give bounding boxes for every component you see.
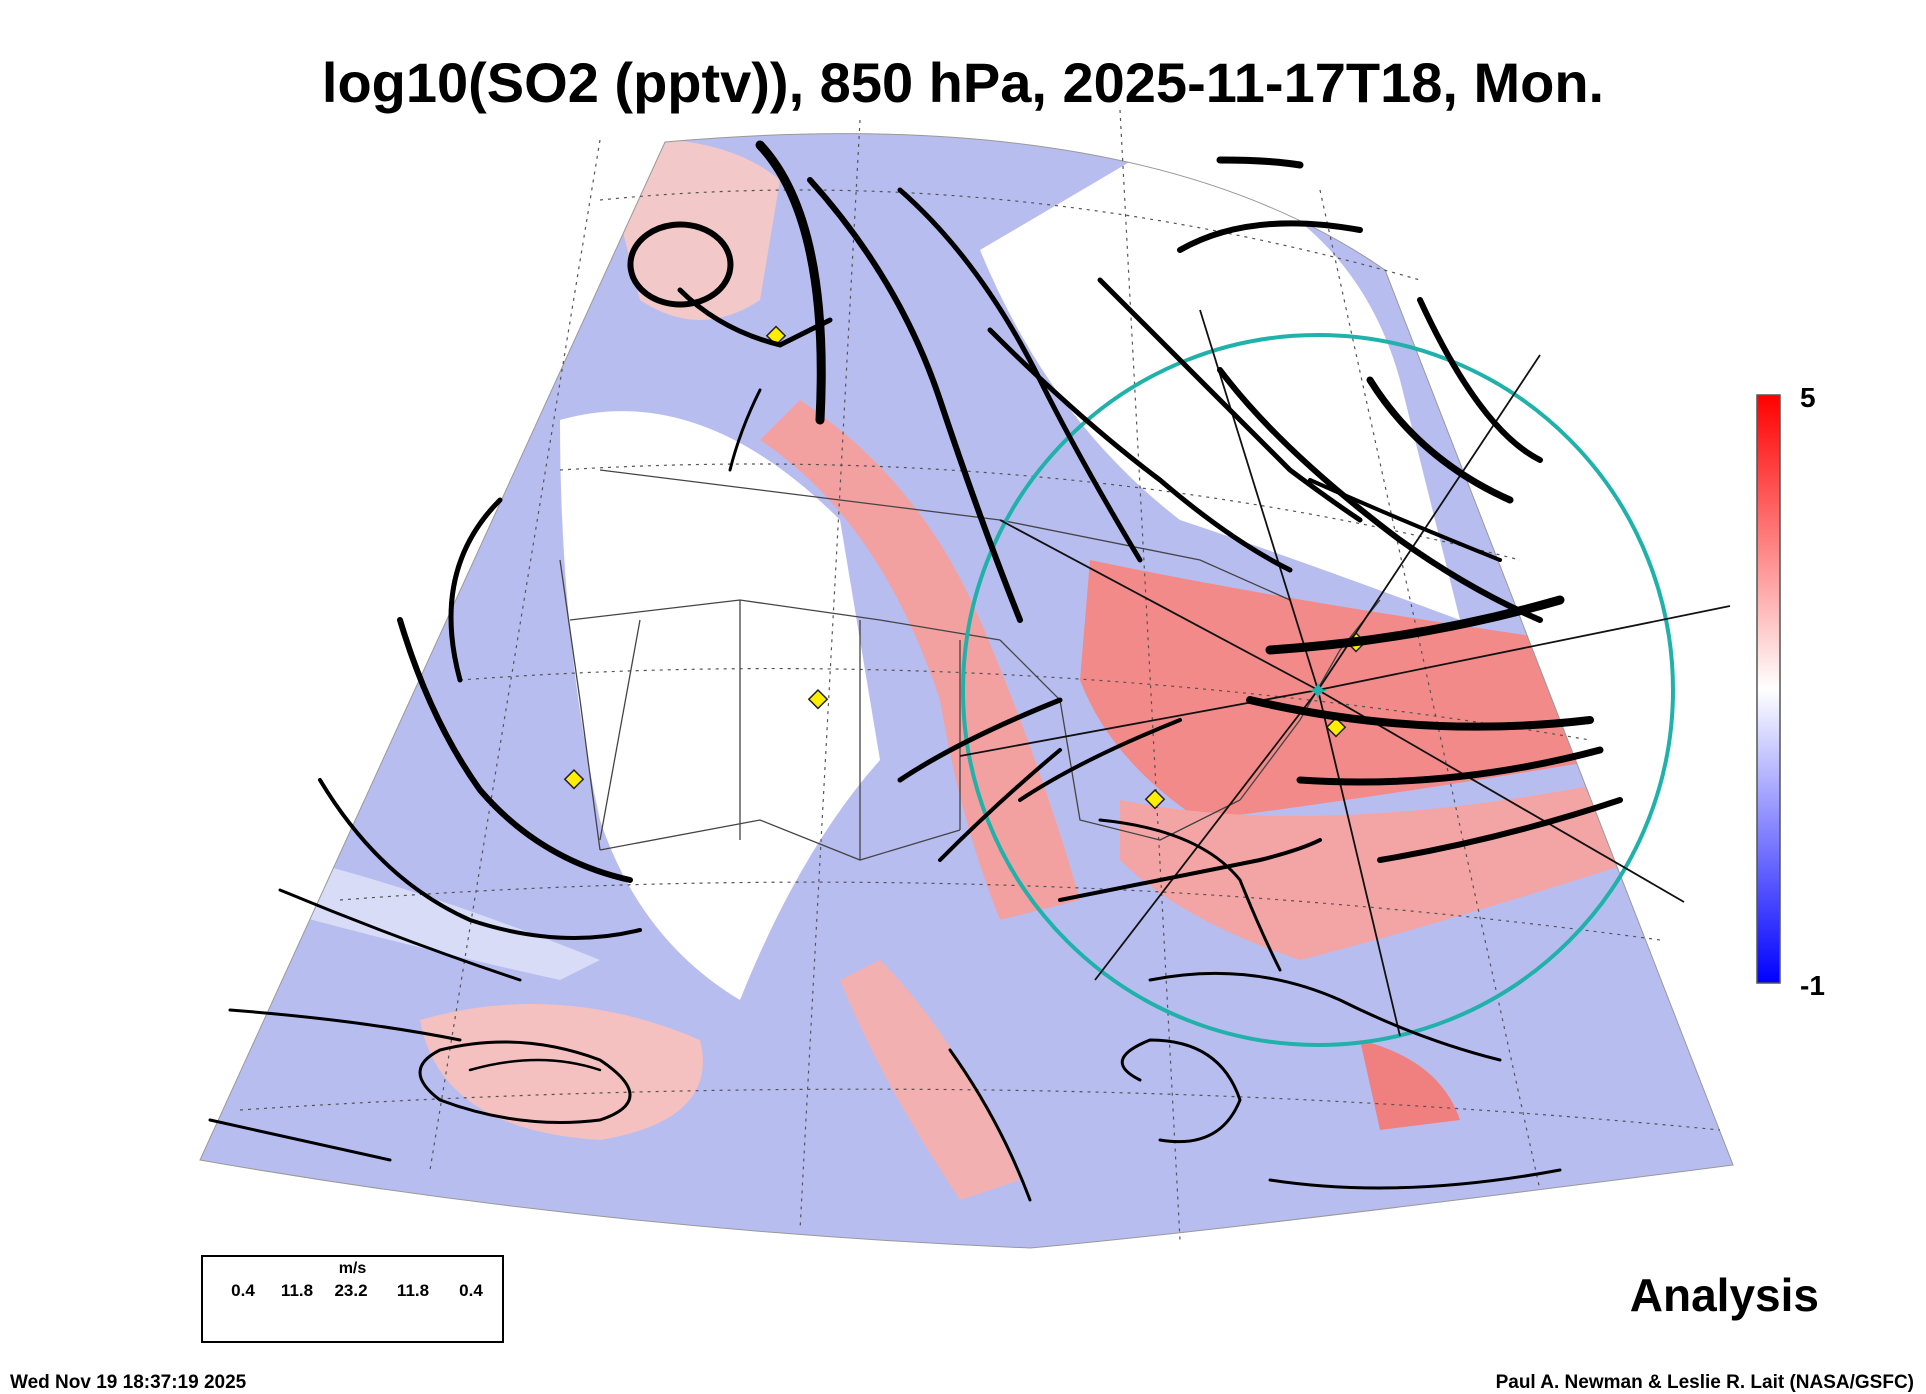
- legend-value: 0.4: [231, 1281, 255, 1300]
- legend-value: 11.8: [396, 1281, 430, 1300]
- streamline: [1177, 220, 1363, 253]
- streamline: [1098, 818, 1282, 972]
- so2-field: [200, 133, 1733, 1249]
- streamline: [1120, 1038, 1242, 1144]
- streamline: [627, 221, 734, 308]
- streamline: [897, 697, 1063, 783]
- streamline: [1217, 367, 1543, 623]
- streamline: [728, 388, 762, 472]
- station-marker-6: [1144, 789, 1166, 810]
- streamlines: [208, 140, 1623, 1202]
- colorbar-max-label: 5: [1800, 382, 1816, 413]
- streamline: [677, 287, 833, 348]
- streamline: [755, 140, 826, 425]
- center-star: ✦: [1307, 677, 1329, 707]
- streamline: [1417, 297, 1543, 463]
- station-marker-2: [807, 689, 829, 710]
- streamline: [278, 888, 522, 982]
- station-marker-3: [563, 769, 585, 790]
- streamline: [1296, 746, 1604, 786]
- streamline: [1265, 595, 1565, 655]
- footer-timestamp: Wed Nov 19 18:37:19 2025: [10, 1372, 247, 1393]
- streamline: [208, 1118, 392, 1162]
- streamline: [228, 1008, 462, 1042]
- colorbar-min-label: -1: [1800, 970, 1825, 1001]
- political-boundaries: [559, 469, 1381, 861]
- streamline: [1097, 277, 1363, 523]
- station-marker-5: [1325, 717, 1347, 738]
- streamline: [938, 748, 1062, 862]
- streamline: [418, 1040, 632, 1124]
- range-ring: [961, 333, 1675, 1047]
- legend-value: 23.2: [334, 1281, 368, 1300]
- streamline: [987, 327, 1293, 573]
- wind-speed-legend: m/s 0.4 11.8 23.2 11.8 0.4: [201, 1255, 504, 1343]
- footer-credit: Paul A. Newman & Leslie R. Lait (NASA/GS…: [1495, 1372, 1914, 1393]
- colorbar: [1756, 394, 1781, 984]
- streamline: [1018, 718, 1182, 802]
- streamline: [1366, 376, 1514, 504]
- streamline: [1216, 156, 1304, 169]
- streamline: [1308, 478, 1502, 562]
- streamline: [468, 1058, 602, 1072]
- streamline: [1246, 696, 1594, 731]
- streamline: [448, 497, 503, 683]
- legend-value: 0.4: [459, 1281, 483, 1300]
- streamline: [318, 778, 642, 940]
- streamline: [397, 617, 633, 883]
- streamline: [1268, 1168, 1562, 1190]
- streamline: [1377, 797, 1623, 863]
- streamline: [1148, 971, 1502, 1062]
- streamline: [807, 177, 1023, 623]
- streamline: [948, 1048, 1032, 1202]
- product-label: Analysis: [1629, 1269, 1819, 1321]
- legend-unit: m/s: [338, 1260, 367, 1277]
- plot-title: log10(SO2 (pptv)), 850 hPa, 2025-11-17T1…: [321, 51, 1605, 114]
- map-boundary: [199, 133, 1734, 1249]
- legend-value: 11.8: [280, 1281, 314, 1300]
